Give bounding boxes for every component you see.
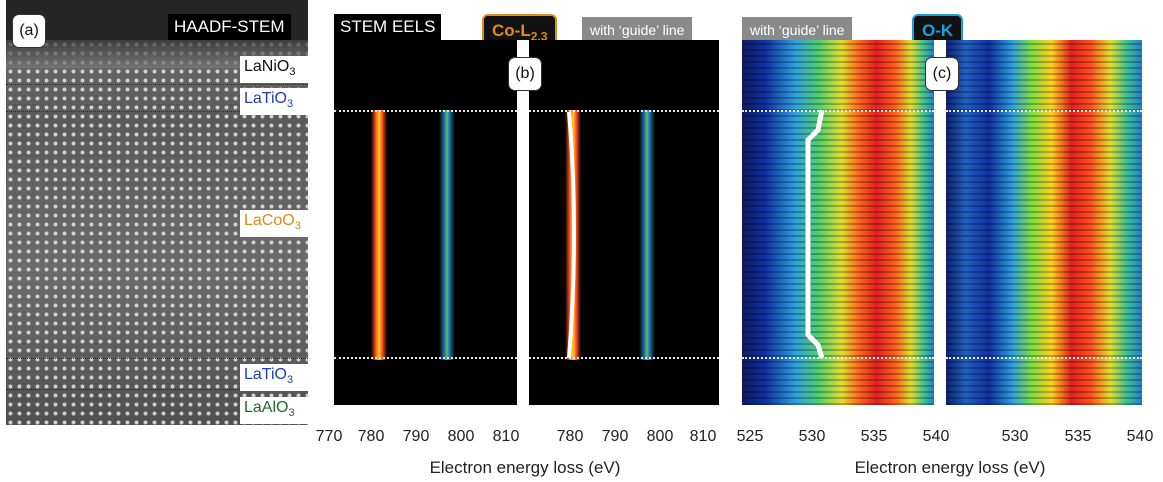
- layer-label-sub: 3: [294, 220, 301, 233]
- panel-c-xlabel: Electron energy loss (eV): [854, 458, 1046, 477]
- tick-label: 800: [447, 428, 475, 445]
- tick-label: 780: [357, 428, 385, 445]
- guide-line-label-c: with ‘guide’ line: [742, 17, 853, 43]
- tick-label: 530: [798, 428, 826, 445]
- panel-b-letter: (b): [508, 57, 542, 91]
- guide-dotted-line-top: [334, 110, 517, 112]
- tick-label: 535: [860, 428, 888, 445]
- guide-dotted-line-bottom: [334, 357, 517, 359]
- layer-label-sub: 3: [289, 66, 296, 79]
- layer-label-sub: 3: [286, 98, 294, 111]
- guide-line-curve-c: [805, 109, 825, 359]
- tick-label: 790: [402, 428, 430, 445]
- guide-dotted-line-bottom: [742, 357, 934, 359]
- guide-line-curve-b: [567, 111, 576, 359]
- interface-line-4: [6, 389, 308, 390]
- panel-c-letter: (c): [925, 57, 959, 91]
- panel-b-xlabel: Electron energy loss (eV): [429, 458, 621, 477]
- tick-label: 530: [1001, 428, 1029, 445]
- tick-label: 540: [922, 428, 950, 445]
- l2-peak-band: [439, 110, 455, 360]
- tick-label: 810: [689, 428, 717, 445]
- tick-label: 810: [492, 428, 520, 445]
- guide-dotted-line-bottom: [946, 357, 1142, 359]
- edge-label-sub: 2,3: [530, 29, 548, 44]
- l3-peak-band: [371, 110, 387, 360]
- layer-label-sub: 3: [286, 374, 294, 387]
- panel-c-separator: [934, 40, 946, 405]
- guide-line-label-b: with ‘guide’ line: [582, 17, 693, 43]
- panel-b-tick-row: 770 780 790 800 810 780 790 800 810: [0, 428, 1163, 450]
- edge-label-text: Co-L: [492, 21, 531, 40]
- interface-line-3: [6, 358, 308, 359]
- tick-label: 540: [1126, 428, 1154, 445]
- tick-label: 535: [1064, 428, 1092, 445]
- layer-label-text: LaCoO: [244, 212, 295, 229]
- tick-label: 780: [556, 428, 584, 445]
- interface-line-1: [6, 84, 308, 85]
- panel-a-letter: (a): [12, 14, 46, 48]
- interface-line-2: [6, 111, 308, 112]
- haadf-title: HAADF-STEM: [168, 14, 291, 40]
- guide-dotted-line-top: [529, 110, 719, 112]
- layer-label-text: LaTiO: [244, 366, 287, 383]
- guide-dotted-line-bottom: [529, 357, 719, 359]
- tick-label: 800: [646, 428, 674, 445]
- layer-label-text: LaNiO: [244, 58, 290, 75]
- guide-dotted-line-top: [742, 110, 934, 112]
- stem-eels-title: STEM EELS: [334, 14, 442, 40]
- tick-label: 525: [736, 428, 764, 445]
- noise-overlay: [946, 40, 1142, 405]
- co-eels-map-guide: [529, 40, 719, 405]
- panel-c-tick-row: 525 530 535 540 530 535 540: [0, 428, 1163, 450]
- ok-eels-map-guide: [742, 40, 934, 405]
- ok-eels-map-raw: [946, 40, 1142, 405]
- panel-b-separator: [517, 40, 529, 405]
- layer-label-text: LaAlO: [244, 399, 289, 416]
- layer-label-text: LaTiO: [244, 90, 287, 107]
- tick-label: 770: [315, 428, 343, 445]
- l2-peak-band: [639, 110, 655, 360]
- guide-dotted-line-top: [946, 110, 1142, 112]
- layer-label-sub: 3: [288, 407, 295, 420]
- noise-overlay: [742, 40, 934, 405]
- tick-label: 790: [601, 428, 629, 445]
- co-eels-map-raw: [334, 40, 517, 405]
